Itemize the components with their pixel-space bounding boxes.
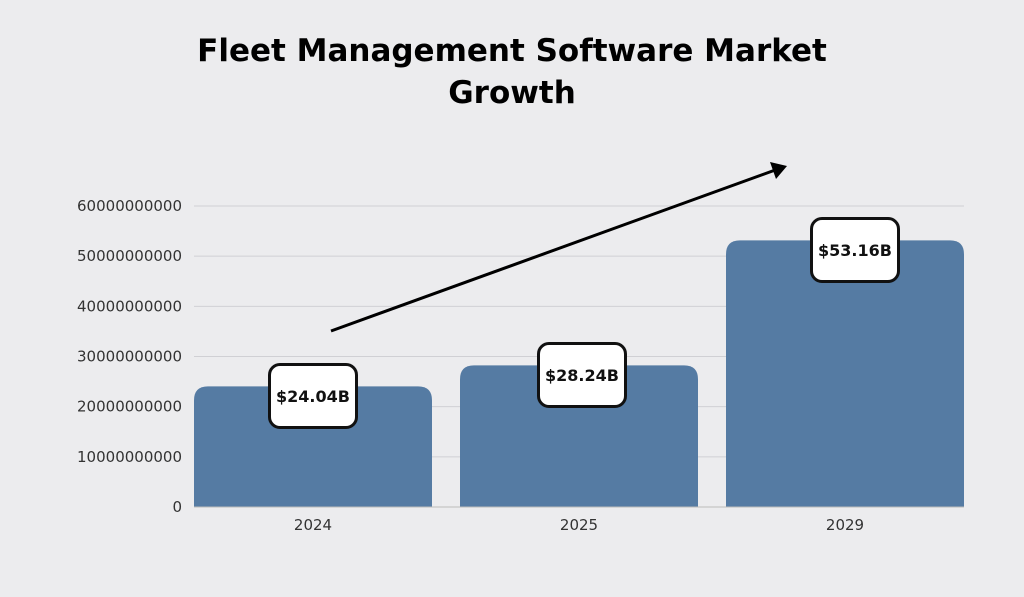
y-tick-label: 20000000000 [77, 398, 182, 416]
chart-title: Fleet Management Software Market Growth [0, 30, 1024, 114]
trend-arrow-head-icon [770, 162, 787, 179]
chart-title-line-2: Growth [448, 75, 576, 111]
data-label-2024: $24.04B [268, 363, 358, 430]
data-label-2025: $28.24B [537, 342, 627, 409]
data-label-2029: $53.16B [810, 217, 900, 284]
y-tick-label: 40000000000 [77, 297, 182, 315]
bar-2025 [460, 365, 698, 507]
x-tick-label: 2025 [560, 516, 598, 534]
bar-2029 [726, 240, 964, 507]
y-tick-label: 10000000000 [77, 448, 182, 466]
y-tick-label: 50000000000 [77, 247, 182, 265]
x-tick-label: 2029 [826, 516, 864, 534]
x-tick-label: 2024 [294, 516, 332, 534]
y-tick-label: 60000000000 [77, 197, 182, 215]
chart-title-line-1: Fleet Management Software Market [197, 33, 827, 69]
y-tick-label: 30000000000 [77, 348, 182, 366]
bar-2024 [194, 386, 432, 507]
y-tick-label: 0 [172, 498, 182, 516]
trend-arrow-line [330, 167, 779, 333]
